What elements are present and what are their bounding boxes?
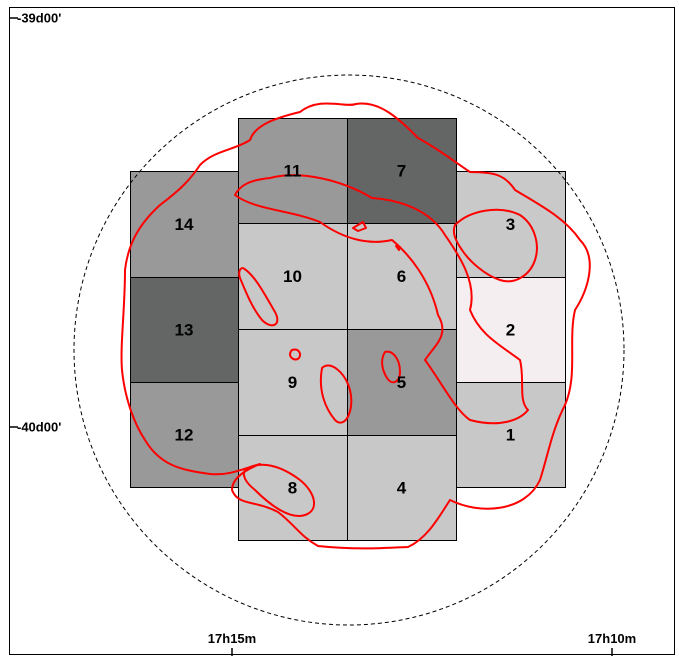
tile-label-8: 8: [288, 479, 297, 498]
tile-label-6: 6: [397, 267, 406, 286]
inner-contour: [234, 174, 529, 425]
tick-marks: [10, 17, 613, 656]
tile-3: [456, 171, 566, 278]
contour-ring-3: [452, 208, 538, 283]
tile-label-11: 11: [284, 162, 302, 181]
tile-label-14: 14: [175, 215, 194, 234]
dec-tick-label-39: -39d00': [17, 10, 62, 26]
tile-4: [347, 435, 457, 541]
tile-label-1: 1: [506, 426, 515, 445]
contour-ring-5: [319, 364, 353, 424]
tiles-layer: [130, 118, 566, 541]
tile-9: [238, 329, 348, 436]
tile-label-9: 9: [288, 373, 297, 392]
ra-tick-label-17h15m: 17h15m: [207, 631, 257, 646]
contour-layer: [120, 102, 591, 550]
field-circle: [73, 74, 625, 626]
contour-ring-6: [395, 245, 401, 251]
tile-10: [238, 223, 348, 330]
tile-14: [130, 171, 239, 278]
contour-ring-10: [238, 267, 279, 327]
tile-label-4: 4: [397, 479, 407, 498]
tile-label-12: 12: [175, 426, 194, 445]
contour-ring-56: [381, 350, 401, 384]
tile-label-13: 13: [175, 321, 194, 340]
tile-label-3: 3: [506, 215, 515, 234]
tile-label-10: 10: [283, 267, 302, 286]
contour-ring-9: [289, 348, 302, 361]
outer-contour: [120, 102, 591, 550]
contour-ring-8: [242, 463, 315, 517]
ra-tick-label-17h10m: 17h10m: [587, 631, 637, 646]
contour-ring-7: [352, 221, 367, 232]
dec-tick-label-40: -40d00': [17, 419, 62, 435]
tile-label-5: 5: [397, 373, 406, 392]
tile-7: [347, 118, 457, 224]
tile-1: [456, 382, 566, 488]
tile-label-7: 7: [397, 162, 406, 181]
tile-label-2: 2: [506, 321, 515, 340]
tile-5: [347, 329, 457, 436]
